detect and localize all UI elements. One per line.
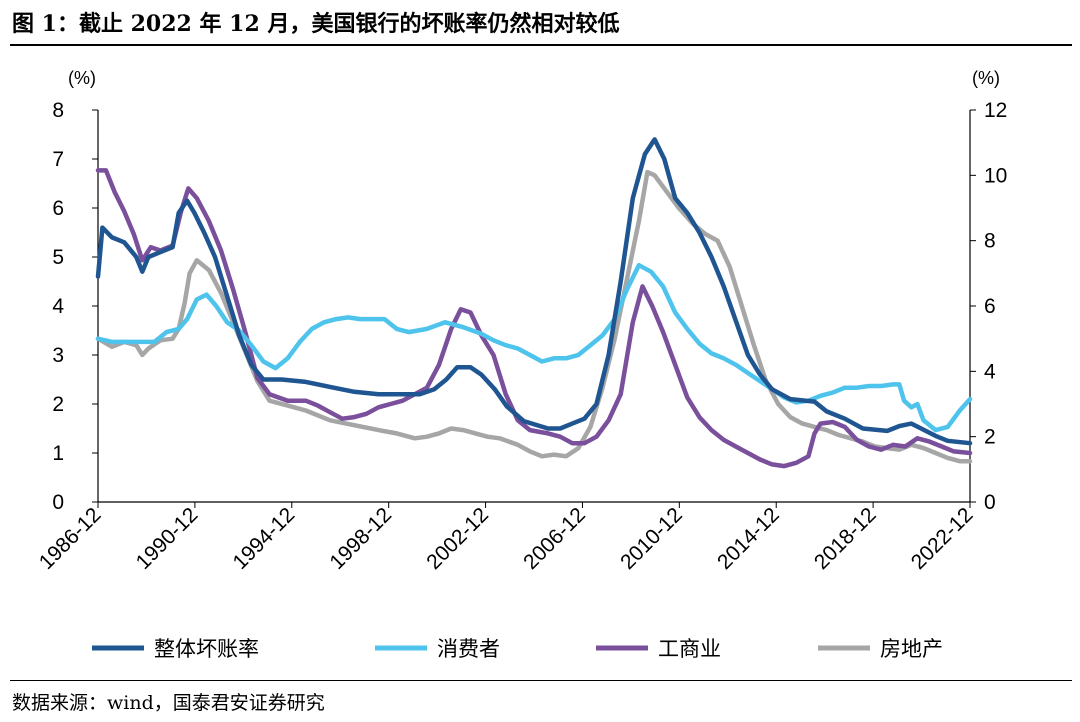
series-line-1 xyxy=(95,137,973,446)
left-y-tick-label: 7 xyxy=(52,148,64,171)
left-y-tick-label: 8 xyxy=(52,99,64,122)
legend-label-3: 工商业 xyxy=(658,637,721,661)
x-tick-label: 2010-12 xyxy=(616,503,687,574)
right-y-tick-label: 12 xyxy=(984,99,1007,122)
left-y-tick-label: 0 xyxy=(52,491,64,514)
series-line-3 xyxy=(95,168,973,469)
x-tick-label: 2018-12 xyxy=(810,503,881,574)
title-divider xyxy=(10,44,1072,46)
right-y-tick-label: 4 xyxy=(984,360,996,383)
right-y-tick-label: 0 xyxy=(984,491,996,514)
left-y-tick-label: 5 xyxy=(52,246,64,269)
right-y-tick-label: 8 xyxy=(984,230,996,253)
legend-label-4: 房地产 xyxy=(880,637,943,661)
x-tick-label: 2002-12 xyxy=(422,503,493,574)
x-tick-label: 1994-12 xyxy=(229,503,300,574)
chart-series xyxy=(95,137,973,469)
right-y-tick-label: 2 xyxy=(984,426,996,449)
legend-label-1: 整体坏账率 xyxy=(154,637,259,661)
x-tick-label: 1986-12 xyxy=(35,503,106,574)
right-y-tick-label: 6 xyxy=(984,295,996,318)
chart-title: 图 1：截止 2022 年 12 月，美国银行的坏账率仍然相对较低 xyxy=(12,11,620,37)
left-y-tick-label: 4 xyxy=(52,295,64,318)
series-line-2 xyxy=(95,262,973,433)
x-tick-label: 1990-12 xyxy=(132,503,203,574)
left-y-tick-label: 6 xyxy=(52,197,64,220)
data-source-note: 数据来源：wind，国泰君安证券研究 xyxy=(12,692,325,714)
left-y-tick-label: 1 xyxy=(52,442,64,465)
chart-legend: 整体坏账率 消费者 工商业 房地产 xyxy=(92,637,943,661)
right-y-tick-label: 10 xyxy=(984,164,1007,187)
right-y-unit-label: (%) xyxy=(972,68,1000,88)
series-line-4 xyxy=(95,169,973,464)
x-tick-label: 2006-12 xyxy=(519,503,590,574)
x-tick-label: 2014-12 xyxy=(713,503,784,574)
left-y-unit-label: (%) xyxy=(68,68,96,88)
legend-label-2: 消费者 xyxy=(437,637,500,661)
x-tick-label: 2022-12 xyxy=(907,503,978,574)
x-tick-label: 1998-12 xyxy=(325,503,396,574)
footer-divider xyxy=(10,680,1072,681)
left-y-tick-label: 3 xyxy=(52,344,64,367)
left-y-tick-label: 2 xyxy=(52,393,64,416)
